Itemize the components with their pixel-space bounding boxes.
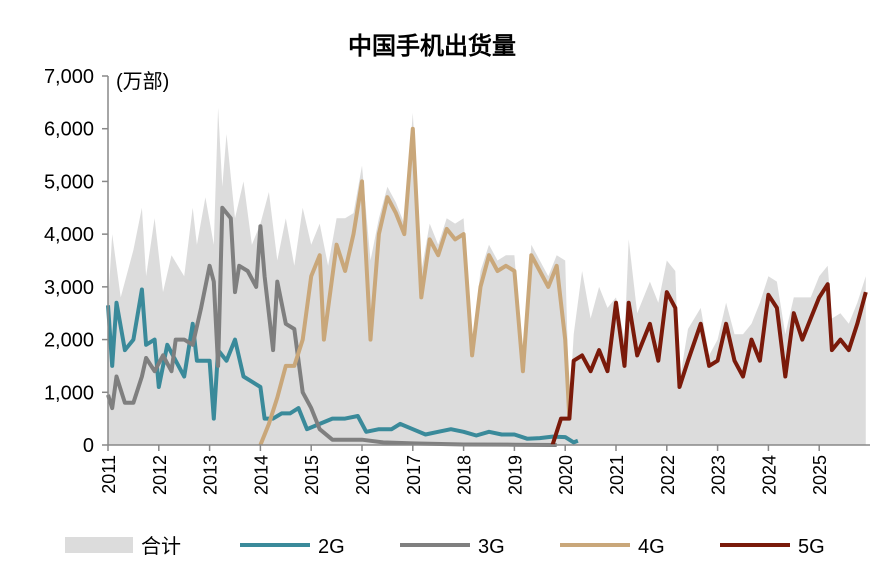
legend-label-合计: 合计: [141, 535, 181, 558]
x-tick-label: 2012: [150, 455, 170, 495]
x-tick-label: 2025: [810, 455, 830, 495]
axes-layer: 0 1,000 2,000 3,000 4,000 5,000 6,000 7,000 2011…: [44, 66, 870, 495]
x-tick-label: 2019: [505, 455, 525, 495]
x-tick-label: 2011: [99, 455, 119, 494]
legend: 合计 2G 3G 4G 5G: [65, 535, 825, 558]
legend-label-3G: 3G: [478, 536, 505, 558]
y-tick-label: 0: [83, 435, 94, 457]
x-tick-label: 2020: [556, 455, 576, 495]
y-tick-label: 3,000: [44, 277, 94, 299]
series-layer: [106, 107, 868, 447]
x-tick-label: 2015: [302, 455, 322, 495]
legend-swatch-合计: [65, 537, 133, 553]
x-tick-label: 2014: [251, 455, 271, 495]
y-tick-label: 1,000: [44, 382, 94, 404]
legend-label-5G: 5G: [798, 536, 825, 558]
y-tick-label: 7,000: [44, 66, 94, 88]
series-5G-line: [550, 282, 868, 446]
x-tick-label: 2021: [607, 455, 627, 495]
x-tick-label: 2013: [201, 455, 221, 495]
y-tick-label: 4,000: [44, 224, 94, 246]
y-tick-label: 6,000: [44, 119, 94, 141]
y-tick-label: 5,000: [44, 171, 94, 193]
series-3G-line: [106, 205, 557, 447]
x-tick-label: 2018: [455, 455, 475, 495]
x-tick-label: 2016: [353, 455, 373, 495]
series-2G-line: [106, 287, 579, 445]
legend-label-4G: 4G: [638, 536, 665, 558]
unit-label: (万部): [116, 70, 169, 93]
x-tick-label: 2023: [709, 455, 729, 495]
y-tick-label: 2,000: [44, 330, 94, 352]
x-tick-label: 2022: [658, 455, 678, 495]
x-tick-label: 2017: [404, 455, 424, 495]
x-tick-label: 2024: [759, 455, 779, 495]
series-4G-line: [258, 126, 572, 446]
chart-title: 中国手机出货量: [348, 32, 516, 60]
legend-label-2G: 2G: [318, 536, 345, 558]
